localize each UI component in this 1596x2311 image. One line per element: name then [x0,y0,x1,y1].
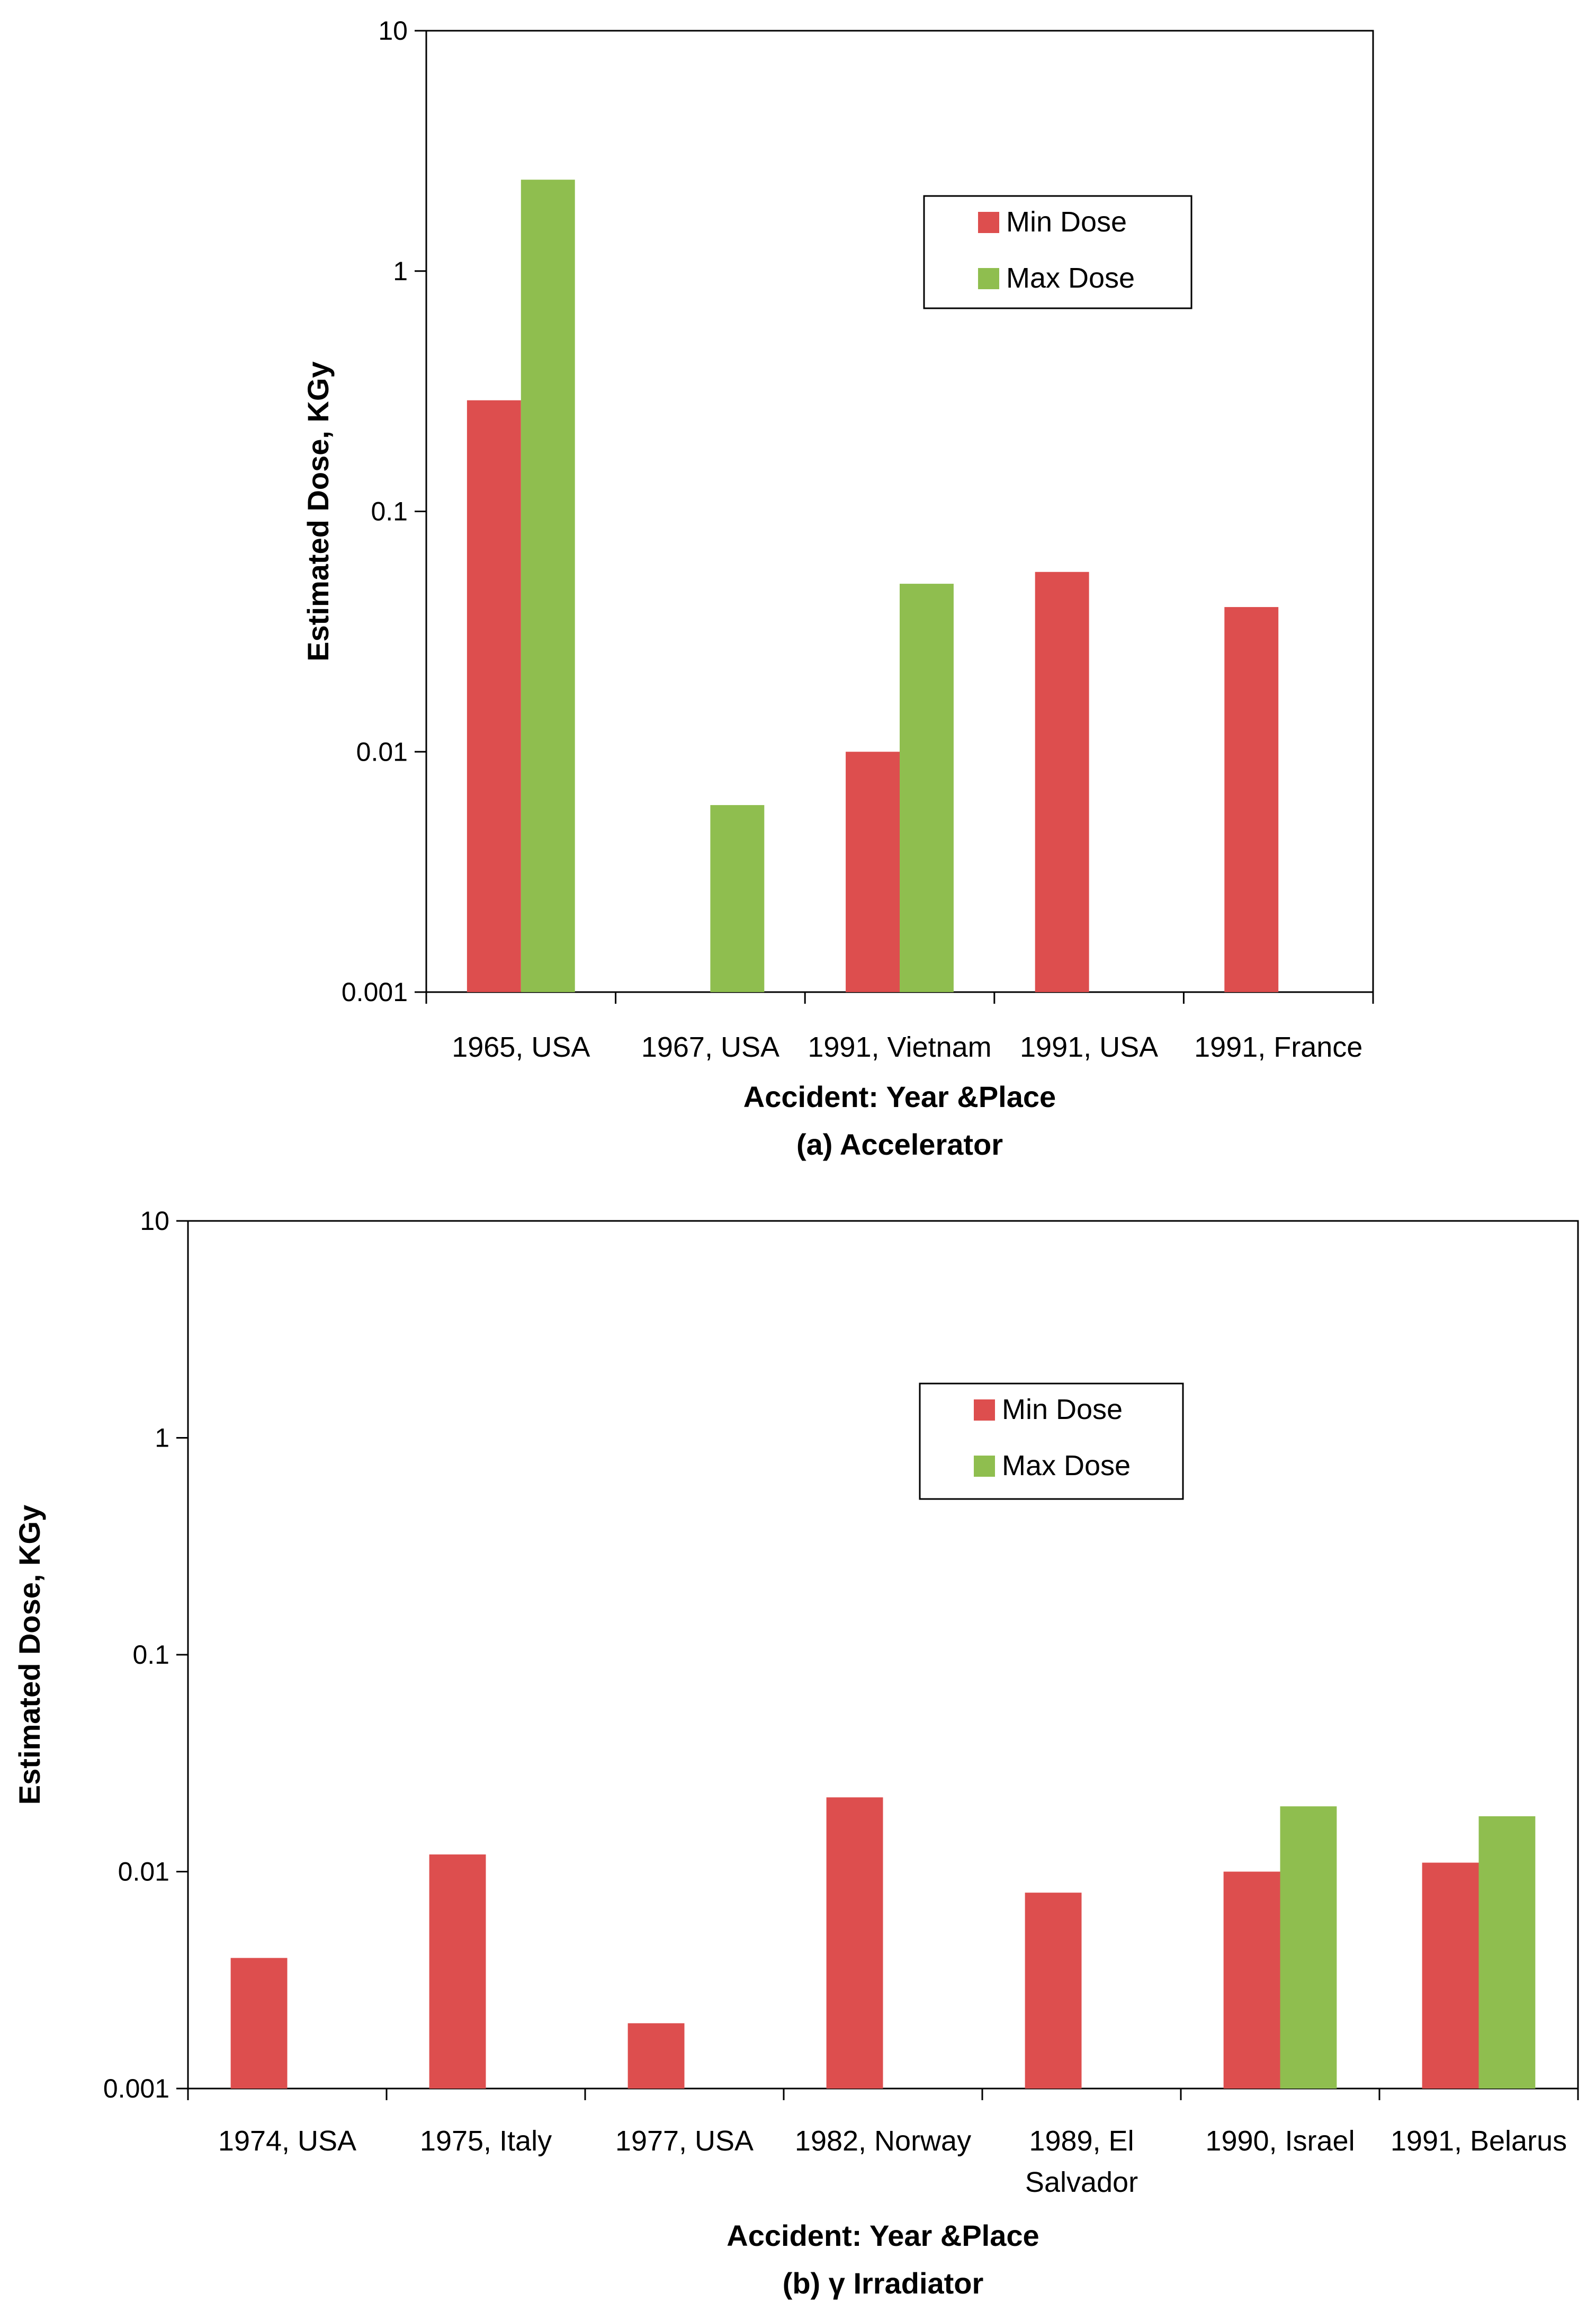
legend-swatch-min [974,1399,995,1421]
bar-max-dose [1280,1806,1337,2089]
chart-caption: (a) Accelerator [796,1128,1003,1161]
y-axis-title: Estimated Dose, KGy [301,361,335,661]
bar-min-dose [429,1854,486,2089]
legend-swatch-max [974,1456,995,1477]
legend-swatch-min [978,212,999,233]
category-label-line: 1965, USA [452,1031,590,1063]
bar-min-dose [1224,607,1279,992]
y-tick-label: 0.001 [103,2074,169,2103]
category-label: 1975, Italy [420,2125,552,2157]
category-label-line: 1982, Norway [795,2125,971,2157]
bar-min-dose [846,752,900,992]
category-label-line: 1991, France [1194,1031,1362,1063]
y-tick-label: 10 [378,16,408,46]
category-label: 1991, France [1194,1031,1362,1063]
bar-min-dose [826,1797,883,2089]
category-label-line: 1991, USA [1020,1031,1158,1063]
bar-max-dose [900,584,954,992]
y-tick-label: 1 [155,1423,169,1453]
bar-min-dose [1223,1871,1280,2089]
category-label-line: 1991, Belarus [1391,2125,1567,2157]
category-label-line: 1991, Vietnam [808,1031,991,1063]
category-label: 1991, Vietnam [808,1031,991,1063]
bar-min-dose [467,400,521,992]
y-tick-label: 0.01 [356,737,408,766]
y-tick-label: 0.1 [132,1640,169,1670]
y-tick-label: 0.1 [371,497,408,527]
category-label-line: 1967, USA [641,1031,779,1063]
y-axis-title: Estimated Dose, KGy [13,1505,46,1805]
x-axis-title: Accident: Year &Place [727,2219,1039,2252]
legend-label: Max Dose [1002,1450,1131,1482]
category-label: 1991, Belarus [1391,2125,1567,2157]
y-tick-label: 10 [140,1206,169,1236]
y-tick-label: 0.01 [118,1857,169,1887]
category-label: 1965, USA [452,1031,590,1063]
legend-label: Min Dose [1002,1394,1123,1425]
chart-b: 10 1 0.1 0.01 0.001 1974, USA 1975, Italy 1977,… [13,1206,1579,2300]
legend-box [919,1382,1184,1500]
category-label: 1977, USA [615,2125,754,2157]
bar-max-dose [1478,1816,1536,2089]
category-label: 1982, Norway [795,2125,971,2157]
bar-max-dose [521,180,575,993]
category-label-line: 1989, El [1029,2125,1134,2157]
bar-min-dose [230,1958,288,2089]
y-tick-label: 1 [393,256,408,286]
legend-swatch-max [978,268,999,289]
chart-caption: (b) γ Irradiator [783,2267,984,2300]
y-tick-label: 0.001 [342,977,408,1007]
legend-label: Max Dose [1006,262,1135,294]
bar-min-dose [1422,1862,1479,2089]
category-label-line: Salvador [1025,2166,1138,2198]
bar-min-dose [627,2023,685,2089]
bar-min-dose [1035,572,1089,992]
category-label: 1967, USA [641,1031,779,1063]
category-label: 1990, Israel [1205,2125,1355,2157]
chart-a: 10 1 0.1 0.01 0.001 1965, USA 1967, USA 1991, V… [301,16,1374,1161]
category-label-line: 1977, USA [615,2125,754,2157]
bar-min-dose [1025,1893,1082,2089]
legend-label: Min Dose [1006,206,1127,238]
legend-box [923,195,1192,309]
category-label-line: 1990, Israel [1205,2125,1355,2157]
category-label: 1991, USA [1020,1031,1158,1063]
category-label-line: 1975, Italy [420,2125,552,2157]
category-label: 1989, El Salvador [1025,2125,1138,2198]
category-label-line: 1974, USA [218,2125,356,2157]
category-label: 1974, USA [218,2125,356,2157]
x-axis-title: Accident: Year &Place [743,1080,1056,1113]
bar-max-dose [710,805,765,992]
